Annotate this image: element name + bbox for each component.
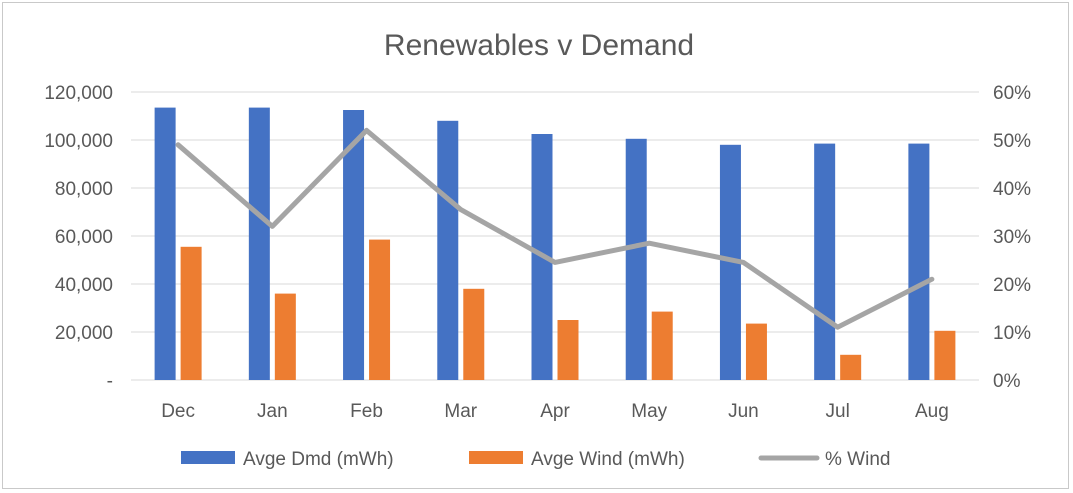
right-tick-label: 30% [993,227,1031,248]
right-tick-label: 20% [993,275,1031,296]
demand-bar [437,120,459,381]
wind-bar [651,311,673,380]
wind-percent-line [175,127,935,330]
gridlines [131,91,979,381]
demand-bar [814,143,836,380]
chart-title: Renewables v Demand [384,29,694,62]
left-tick-label: 60,000 [55,227,113,248]
right-tick-label: 60% [993,83,1031,104]
right-axis-ticks: 0% 10% 20% 30% 40% 50% 60% [993,83,1031,392]
x-tick-label: Jan [257,401,288,422]
wind-bar [369,239,391,380]
right-tick-label: 10% [993,323,1031,344]
wind-bar [840,354,862,380]
right-tick-label: 40% [993,179,1031,200]
legend-label: Avge Dmd (mWh) [243,449,394,470]
wind-bar [745,323,767,380]
demand-bar [154,107,176,380]
wind-bar [557,320,579,380]
left-tick-label: 80,000 [55,179,113,200]
x-axis-ticks: Dec Jan Feb Mar Apr May Jun Jul Aug [161,401,949,422]
demand-bar [248,107,270,380]
right-tick-label: 0% [993,371,1021,392]
legend-item-wind-percent: % Wind [758,449,890,470]
left-tick-label: 120,000 [44,83,113,104]
left-tick-label: 100,000 [44,131,113,152]
line-series [175,127,935,330]
wind-bar [934,330,956,380]
legend-label: Avge Wind (mWh) [531,449,685,470]
demand-bar [343,110,365,380]
wind-bar [463,288,485,380]
x-tick-label: Dec [161,401,195,422]
demand-bar [625,138,647,380]
left-axis-ticks: - 20,000 40,000 60,000 80,000 100,000 120,000 [44,83,113,392]
demand-bar [908,143,930,380]
x-tick-label: May [631,401,667,422]
combo-chart: Renewables v Demand - 20,000 40,000 60,000 8… [44,29,1031,470]
bars [154,107,956,381]
right-tick-label: 50% [993,131,1031,152]
legend: Avge Dmd (mWh) Avge Wind (mWh) % Wind [181,449,890,470]
legend-swatch [469,451,523,464]
x-tick-label: Apr [540,401,570,422]
x-tick-label: Feb [350,401,383,422]
legend-item-wind: Avge Wind (mWh) [469,449,685,470]
legend-swatch [181,451,235,464]
legend-item-demand: Avge Dmd (mWh) [181,449,394,470]
legend-label: % Wind [825,449,890,470]
x-tick-label: Mar [444,401,477,422]
wind-bar [180,246,202,380]
x-tick-label: Aug [915,401,949,422]
left-tick-label: 20,000 [55,323,113,344]
x-tick-label: Jun [728,401,759,422]
demand-bar [719,144,741,380]
left-tick-label: - [107,371,113,392]
left-tick-label: 40,000 [55,275,113,296]
wind-bar [274,293,296,380]
x-tick-label: Jul [826,401,850,422]
